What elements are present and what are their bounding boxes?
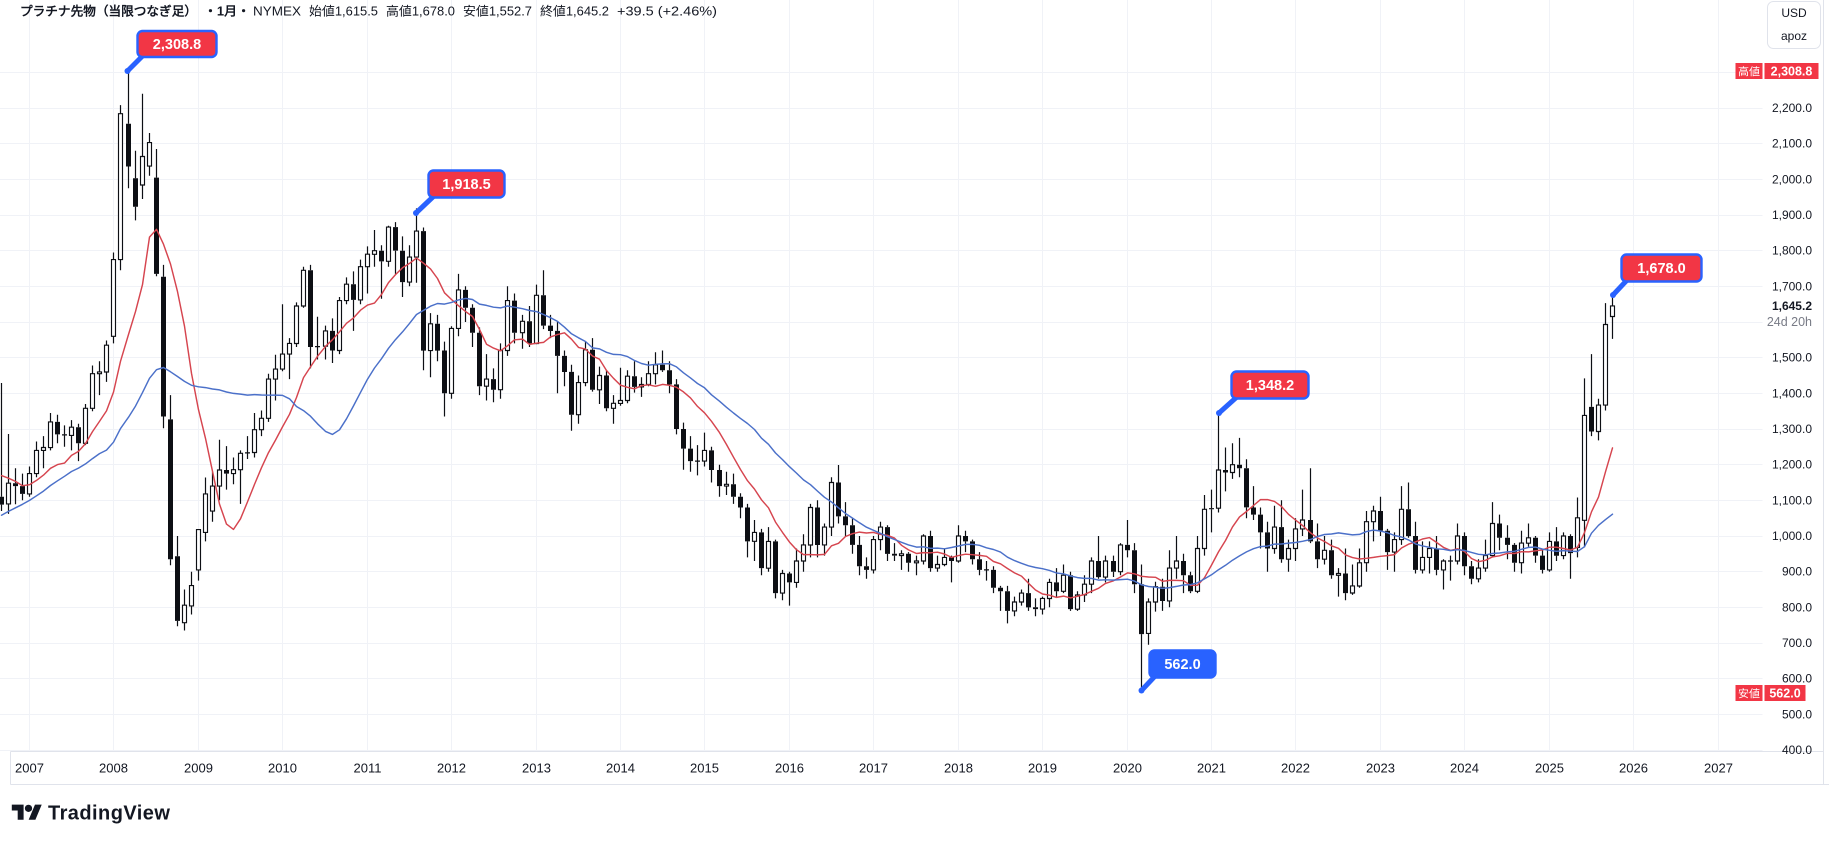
svg-text:1,900.0: 1,900.0 — [1772, 208, 1812, 222]
svg-text:700.0: 700.0 — [1782, 636, 1812, 650]
svg-text:2,308.8: 2,308.8 — [153, 37, 201, 53]
svg-text:1,400.0: 1,400.0 — [1772, 386, 1812, 400]
svg-text:2018: 2018 — [944, 761, 973, 776]
svg-text:24d 20h: 24d 20h — [1767, 315, 1812, 329]
svg-text:1,348.2: 1,348.2 — [1246, 378, 1294, 394]
svg-text:2008: 2008 — [99, 761, 128, 776]
svg-text:2024: 2024 — [1450, 761, 1479, 776]
svg-text:400.0: 400.0 — [1782, 743, 1812, 757]
svg-text:2021: 2021 — [1197, 761, 1226, 776]
svg-text:500.0: 500.0 — [1782, 707, 1812, 721]
svg-text:2,200.0: 2,200.0 — [1772, 101, 1812, 115]
svg-text:安値1,552.7: 安値1,552.7 — [463, 4, 532, 19]
svg-text:・1月・: ・1月・ — [204, 5, 250, 19]
svg-text:600.0: 600.0 — [1782, 672, 1812, 686]
svg-text:800.0: 800.0 — [1782, 600, 1812, 614]
svg-text:apoz: apoz — [1781, 29, 1807, 43]
svg-text:安値: 安値 — [1738, 687, 1761, 700]
svg-text:2010: 2010 — [268, 761, 297, 776]
svg-text:+39.5 (+2.46%): +39.5 (+2.46%) — [617, 5, 717, 19]
svg-text:2022: 2022 — [1281, 761, 1310, 776]
svg-text:2,100.0: 2,100.0 — [1772, 137, 1812, 151]
svg-text:USD: USD — [1781, 6, 1807, 20]
svg-text:2027: 2027 — [1704, 761, 1733, 776]
svg-text:1,300.0: 1,300.0 — [1772, 422, 1812, 436]
svg-text:2015: 2015 — [690, 761, 719, 776]
svg-text:1,800.0: 1,800.0 — [1772, 244, 1812, 258]
svg-text:2026: 2026 — [1619, 761, 1648, 776]
svg-text:2017: 2017 — [859, 761, 888, 776]
svg-text:2007: 2007 — [15, 761, 44, 776]
svg-text:1,200.0: 1,200.0 — [1772, 458, 1812, 472]
svg-text:1,645.2: 1,645.2 — [1772, 299, 1812, 313]
svg-text:2012: 2012 — [437, 761, 466, 776]
svg-text:TradingView: TradingView — [48, 803, 170, 825]
svg-text:NYMEX: NYMEX — [253, 5, 302, 19]
svg-text:2011: 2011 — [354, 761, 382, 776]
svg-text:プラチナ先物（当限つなぎ足）: プラチナ先物（当限つなぎ足） — [20, 4, 197, 19]
svg-text:始値1,615.5: 始値1,615.5 — [309, 4, 378, 19]
svg-text:1,100.0: 1,100.0 — [1772, 493, 1812, 507]
svg-text:2016: 2016 — [775, 761, 804, 776]
svg-text:562.0: 562.0 — [1164, 657, 1200, 673]
svg-text:2,308.8: 2,308.8 — [1771, 65, 1813, 79]
svg-text:高値1,678.0: 高値1,678.0 — [386, 4, 455, 19]
svg-text:2025: 2025 — [1535, 761, 1564, 776]
svg-text:1,918.5: 1,918.5 — [442, 177, 490, 193]
svg-text:高値: 高値 — [1738, 65, 1761, 78]
svg-text:2023: 2023 — [1366, 761, 1395, 776]
svg-text:2014: 2014 — [606, 761, 635, 776]
svg-text:562.0: 562.0 — [1769, 687, 1800, 701]
svg-text:1,000.0: 1,000.0 — [1772, 529, 1812, 543]
svg-text:2019: 2019 — [1028, 761, 1057, 776]
svg-text:2,000.0: 2,000.0 — [1772, 172, 1812, 186]
svg-text:2013: 2013 — [522, 761, 551, 776]
svg-text:1,700.0: 1,700.0 — [1772, 279, 1812, 293]
svg-text:終値1,645.2: 終値1,645.2 — [540, 4, 609, 19]
svg-text:1,678.0: 1,678.0 — [1637, 261, 1685, 277]
svg-text:900.0: 900.0 — [1782, 565, 1812, 579]
svg-text:2020: 2020 — [1113, 761, 1142, 776]
svg-text:2009: 2009 — [184, 761, 213, 776]
svg-text:1,500.0: 1,500.0 — [1772, 351, 1812, 365]
